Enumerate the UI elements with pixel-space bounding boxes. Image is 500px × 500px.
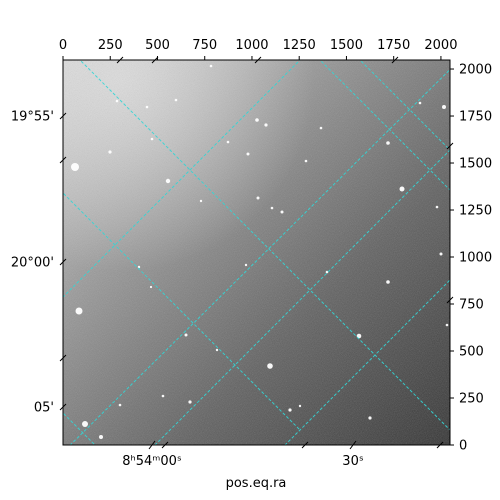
world-tick-mark — [436, 441, 444, 449]
ra-tick-label: 8ʰ54ᵐ00ˢ — [122, 454, 182, 469]
star — [445, 323, 449, 327]
star — [209, 64, 213, 68]
star — [188, 400, 192, 404]
world-tick-mark — [446, 296, 454, 304]
sky-image — [63, 60, 450, 445]
y-tick-label: 250 — [459, 392, 484, 407]
world-tick-mark — [161, 441, 169, 449]
star — [161, 394, 165, 398]
star — [319, 126, 323, 130]
star — [280, 210, 284, 214]
x-tick-label: 250 — [98, 38, 123, 53]
dec-tick-mark — [59, 112, 67, 120]
x-tick-label: 1750 — [377, 38, 410, 53]
star — [304, 159, 308, 163]
star — [255, 118, 259, 122]
grid-line — [63, 412, 96, 445]
grid-line — [63, 192, 301, 431]
x-tick-label: 1250 — [283, 38, 316, 53]
star — [442, 105, 446, 109]
star — [71, 163, 79, 171]
star — [115, 99, 119, 103]
star — [386, 280, 390, 284]
star — [118, 403, 122, 407]
dec-tick-label: 19°55' — [11, 110, 54, 125]
x-tick-label: 1000 — [235, 38, 268, 53]
world-tick-mark — [59, 156, 67, 164]
x-tick-label: 1500 — [330, 38, 363, 53]
y-tick-label: 500 — [459, 345, 484, 360]
star — [298, 404, 302, 408]
star — [199, 199, 203, 203]
star — [399, 186, 405, 192]
star — [108, 150, 112, 154]
star — [150, 137, 154, 141]
star — [82, 421, 88, 427]
star — [267, 363, 273, 369]
world-tick-mark — [254, 56, 262, 64]
star — [226, 140, 230, 144]
plot-frame — [62, 59, 451, 446]
dec-tick-mark — [59, 258, 67, 266]
grid-line — [284, 279, 450, 445]
coordinate-grid — [63, 60, 450, 445]
star — [99, 435, 103, 439]
star — [386, 141, 390, 145]
grid-line — [154, 149, 450, 445]
world-axes: 8ʰ54ᵐ00ˢ 30ˢ 19°55' 20°00' 05' — [11, 56, 454, 469]
star — [75, 307, 83, 315]
star — [288, 408, 292, 412]
world-tick-mark — [301, 441, 309, 449]
grid-line — [63, 60, 301, 298]
star — [325, 270, 329, 274]
star — [246, 152, 250, 156]
star — [145, 105, 149, 109]
grid-line — [69, 68, 450, 445]
y-tick-label: 750 — [459, 298, 484, 313]
star — [439, 252, 443, 256]
world-tick-mark — [151, 56, 159, 64]
grid-line — [359, 60, 450, 151]
star — [264, 123, 268, 127]
ra-tick-mark — [349, 440, 357, 450]
ra-tick-label: 30ˢ — [342, 454, 364, 469]
y-tick-label: 0 — [459, 439, 467, 454]
world-tick-mark — [391, 56, 399, 64]
dec-tick-label: 20°00' — [11, 256, 54, 271]
y-tick-label: 2000 — [459, 63, 492, 78]
star — [244, 263, 248, 267]
star-field — [71, 64, 449, 439]
y-tick-label: 1000 — [459, 251, 492, 266]
x-tick-label: 2000 — [424, 38, 457, 53]
star — [137, 265, 141, 269]
y-tick-label: 1750 — [459, 110, 492, 125]
star — [184, 333, 188, 337]
star — [165, 178, 171, 184]
x-tick-label: 750 — [192, 38, 217, 53]
star — [149, 285, 153, 289]
star — [174, 98, 178, 102]
y-tick-label: 1250 — [459, 204, 492, 219]
star — [435, 205, 439, 209]
x-tick-label: 0 — [59, 38, 67, 53]
x-axis-title: pos.eq.ra — [226, 476, 287, 491]
grid-line — [79, 60, 450, 431]
ra-tick-mark — [148, 440, 156, 450]
x-pixel-axis: 0 250 500 750 1000 1250 1500 1750 2000 — [59, 38, 457, 60]
grid-line — [319, 60, 450, 191]
world-tick-mark — [446, 142, 454, 150]
y-tick-label: 1500 — [459, 157, 492, 172]
star — [368, 416, 372, 420]
y-pixel-axis: 0 250 500 750 1000 1250 1500 1750 2000 — [450, 63, 492, 454]
star — [215, 348, 219, 352]
x-tick-label: 500 — [145, 38, 170, 53]
world-tick-mark — [116, 56, 124, 64]
dec-tick-mark — [59, 403, 67, 411]
dec-tick-label: 05' — [34, 401, 54, 416]
star — [418, 101, 422, 105]
world-tick-mark — [59, 354, 67, 362]
star — [270, 206, 274, 210]
star — [256, 196, 260, 200]
